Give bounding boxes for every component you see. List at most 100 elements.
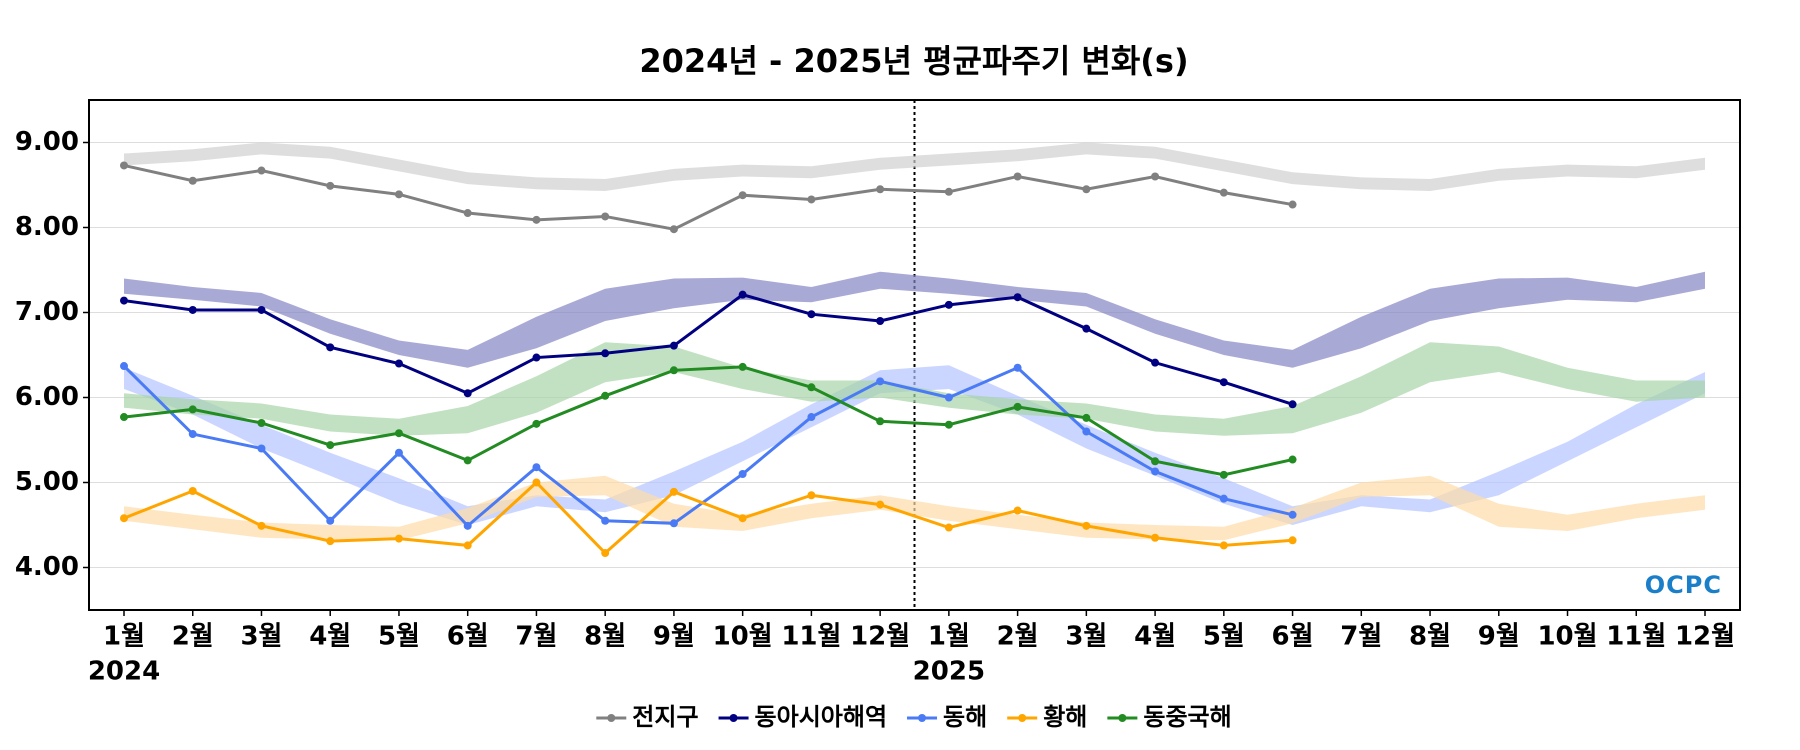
year-label: 2024: [88, 657, 160, 687]
data-point: [1013, 172, 1022, 181]
data-point: [188, 305, 197, 314]
data-point: [1151, 172, 1160, 181]
data-point: [120, 514, 128, 523]
data-point: [1219, 188, 1228, 197]
climatology-band: [124, 475, 1705, 541]
data-point: [326, 343, 335, 352]
legend-marker: [729, 714, 738, 722]
y-tick-label: 6.00: [15, 382, 79, 412]
climatology-band: [124, 271, 1705, 368]
x-tick-label: 1월: [103, 622, 145, 652]
data-point: [257, 444, 266, 453]
y-tick-label: 7.00: [15, 297, 79, 327]
legend: 전지구 동아시아해역 동해 황해 동중국해: [596, 703, 1232, 731]
data-point: [738, 362, 747, 371]
data-point: [463, 521, 472, 530]
data-point: [1013, 402, 1022, 411]
x-tick-label: 8월: [584, 622, 626, 652]
legend-marker: [918, 714, 927, 722]
data-point: [394, 359, 403, 368]
data-point: [326, 441, 335, 450]
data-point: [257, 419, 266, 427]
data-point: [807, 195, 816, 204]
data-point: [326, 181, 335, 190]
data-point: [1082, 413, 1091, 422]
legend-label: 황해: [1043, 703, 1087, 731]
data-point: [257, 166, 266, 175]
data-point: [1082, 185, 1091, 194]
data-point: [463, 456, 472, 465]
data-point: [1288, 455, 1297, 464]
data-point: [1219, 494, 1228, 503]
data-point: [1013, 363, 1022, 372]
data-point: [807, 413, 816, 422]
x-tick-label: 12월: [850, 622, 910, 652]
x-tick-label: 12월: [1675, 622, 1735, 652]
x-tick-label: 10월: [1537, 622, 1597, 652]
data-point: [738, 514, 747, 523]
x-tick-label: 5월: [378, 622, 420, 652]
data-point: [944, 187, 953, 196]
data-point: [463, 209, 472, 218]
data-point: [1082, 324, 1091, 333]
legend-item: 동중국해: [1107, 703, 1232, 731]
data-point: [394, 190, 403, 199]
x-tick-label: 8월: [1409, 622, 1451, 652]
data-point: [1288, 400, 1297, 409]
x-tick-label: 6월: [1272, 622, 1314, 652]
data-point: [1219, 378, 1228, 387]
data-point: [394, 534, 403, 543]
data-point: [601, 549, 610, 558]
series-line: [123, 480, 1293, 556]
data-point: [463, 541, 472, 550]
legend-item: 황해: [1007, 703, 1087, 731]
data-point: [807, 383, 816, 392]
data-point: [944, 420, 953, 429]
data-point: [669, 225, 678, 234]
data-point: [1151, 358, 1160, 367]
data-point: [601, 349, 610, 358]
data-point: [1219, 470, 1228, 479]
data-point: [601, 516, 610, 525]
data-point: [532, 478, 541, 487]
series-line: [123, 163, 1293, 231]
legend-item: 전지구: [596, 703, 699, 731]
data-point: [1151, 467, 1160, 476]
data-point: [257, 305, 266, 314]
x-tick-label: 7월: [515, 622, 557, 652]
series-line: [123, 365, 1293, 477]
data-point: [601, 212, 610, 221]
data-point: [669, 366, 678, 375]
legend-label: 동중국해: [1143, 703, 1231, 731]
data-point: [669, 519, 678, 528]
y-tick-label: 9.00: [15, 127, 79, 157]
x-tick-label: 9월: [653, 622, 695, 652]
y-tick-label: 5.00: [15, 467, 79, 497]
x-tick-label: 6월: [447, 622, 489, 652]
x-tick-label: 1월: [928, 622, 970, 652]
data-point: [807, 310, 816, 319]
data-point: [1288, 200, 1297, 209]
data-point: [876, 417, 885, 426]
data-point: [120, 161, 128, 170]
data-point: [876, 317, 885, 325]
data-point: [1288, 536, 1297, 545]
data-point: [120, 362, 128, 371]
data-point: [532, 419, 541, 428]
data-point: [807, 491, 816, 500]
data-point: [394, 448, 403, 457]
data-point: [876, 185, 885, 194]
data-point: [669, 341, 678, 350]
series-line: [122, 364, 1293, 528]
data-point: [188, 405, 197, 414]
y-tick-label: 8.00: [15, 212, 79, 242]
data-point: [601, 391, 610, 400]
legend-marker: [1118, 714, 1127, 722]
data-point: [738, 191, 747, 200]
data-point: [876, 377, 885, 386]
legend-marker: [1018, 714, 1027, 722]
data-point: [738, 290, 747, 299]
x-tick-label: 3월: [240, 622, 282, 652]
chart-title: 2024년 - 2025년 평균파주기 변화(s): [639, 42, 1188, 80]
x-tick-label: 4월: [309, 622, 351, 652]
